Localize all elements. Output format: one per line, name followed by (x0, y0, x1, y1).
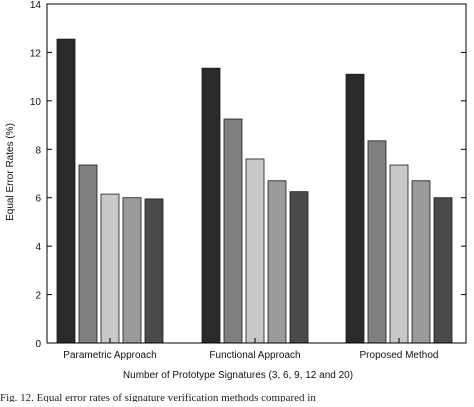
bars-layer (56, 38, 453, 344)
bar (122, 197, 142, 344)
category-label: Functional Approach (209, 350, 300, 361)
bar (223, 118, 243, 344)
category-label: Parametric Approach (63, 350, 156, 361)
bar (100, 193, 120, 344)
y-tick-label: 8 (35, 145, 41, 156)
y-tick-label: 14 (30, 0, 42, 11)
y-axis-label: Equal Error Rates (%) (5, 123, 16, 221)
bar (201, 67, 221, 344)
bar (433, 197, 453, 344)
bar (56, 38, 76, 344)
category-label: Proposed Method (360, 350, 439, 361)
y-tick-label: 6 (35, 194, 41, 205)
bar (289, 191, 309, 344)
figure-caption: Fig. 12. Equal error rates of signature … (0, 392, 316, 402)
bar (345, 73, 365, 344)
x-axis-label: Number of Prototype Signatures (3, 6, 9,… (123, 370, 353, 381)
bar (411, 180, 431, 344)
axes-layer: 0 2 4 6 8 10 12 14 Parametric Approach Functional… (30, 0, 467, 361)
bar (267, 180, 287, 344)
plot-frame (46, 3, 467, 344)
y-tick-label: 0 (35, 339, 41, 350)
y-tick-label: 2 (35, 291, 41, 302)
bar (389, 164, 409, 344)
bar (144, 198, 164, 344)
y-tick-label: 12 (30, 48, 42, 59)
y-tick-label: 10 (30, 97, 42, 108)
y-tick-label: 4 (35, 242, 41, 253)
bar (78, 164, 98, 344)
bar (245, 158, 265, 344)
bar (367, 140, 387, 344)
